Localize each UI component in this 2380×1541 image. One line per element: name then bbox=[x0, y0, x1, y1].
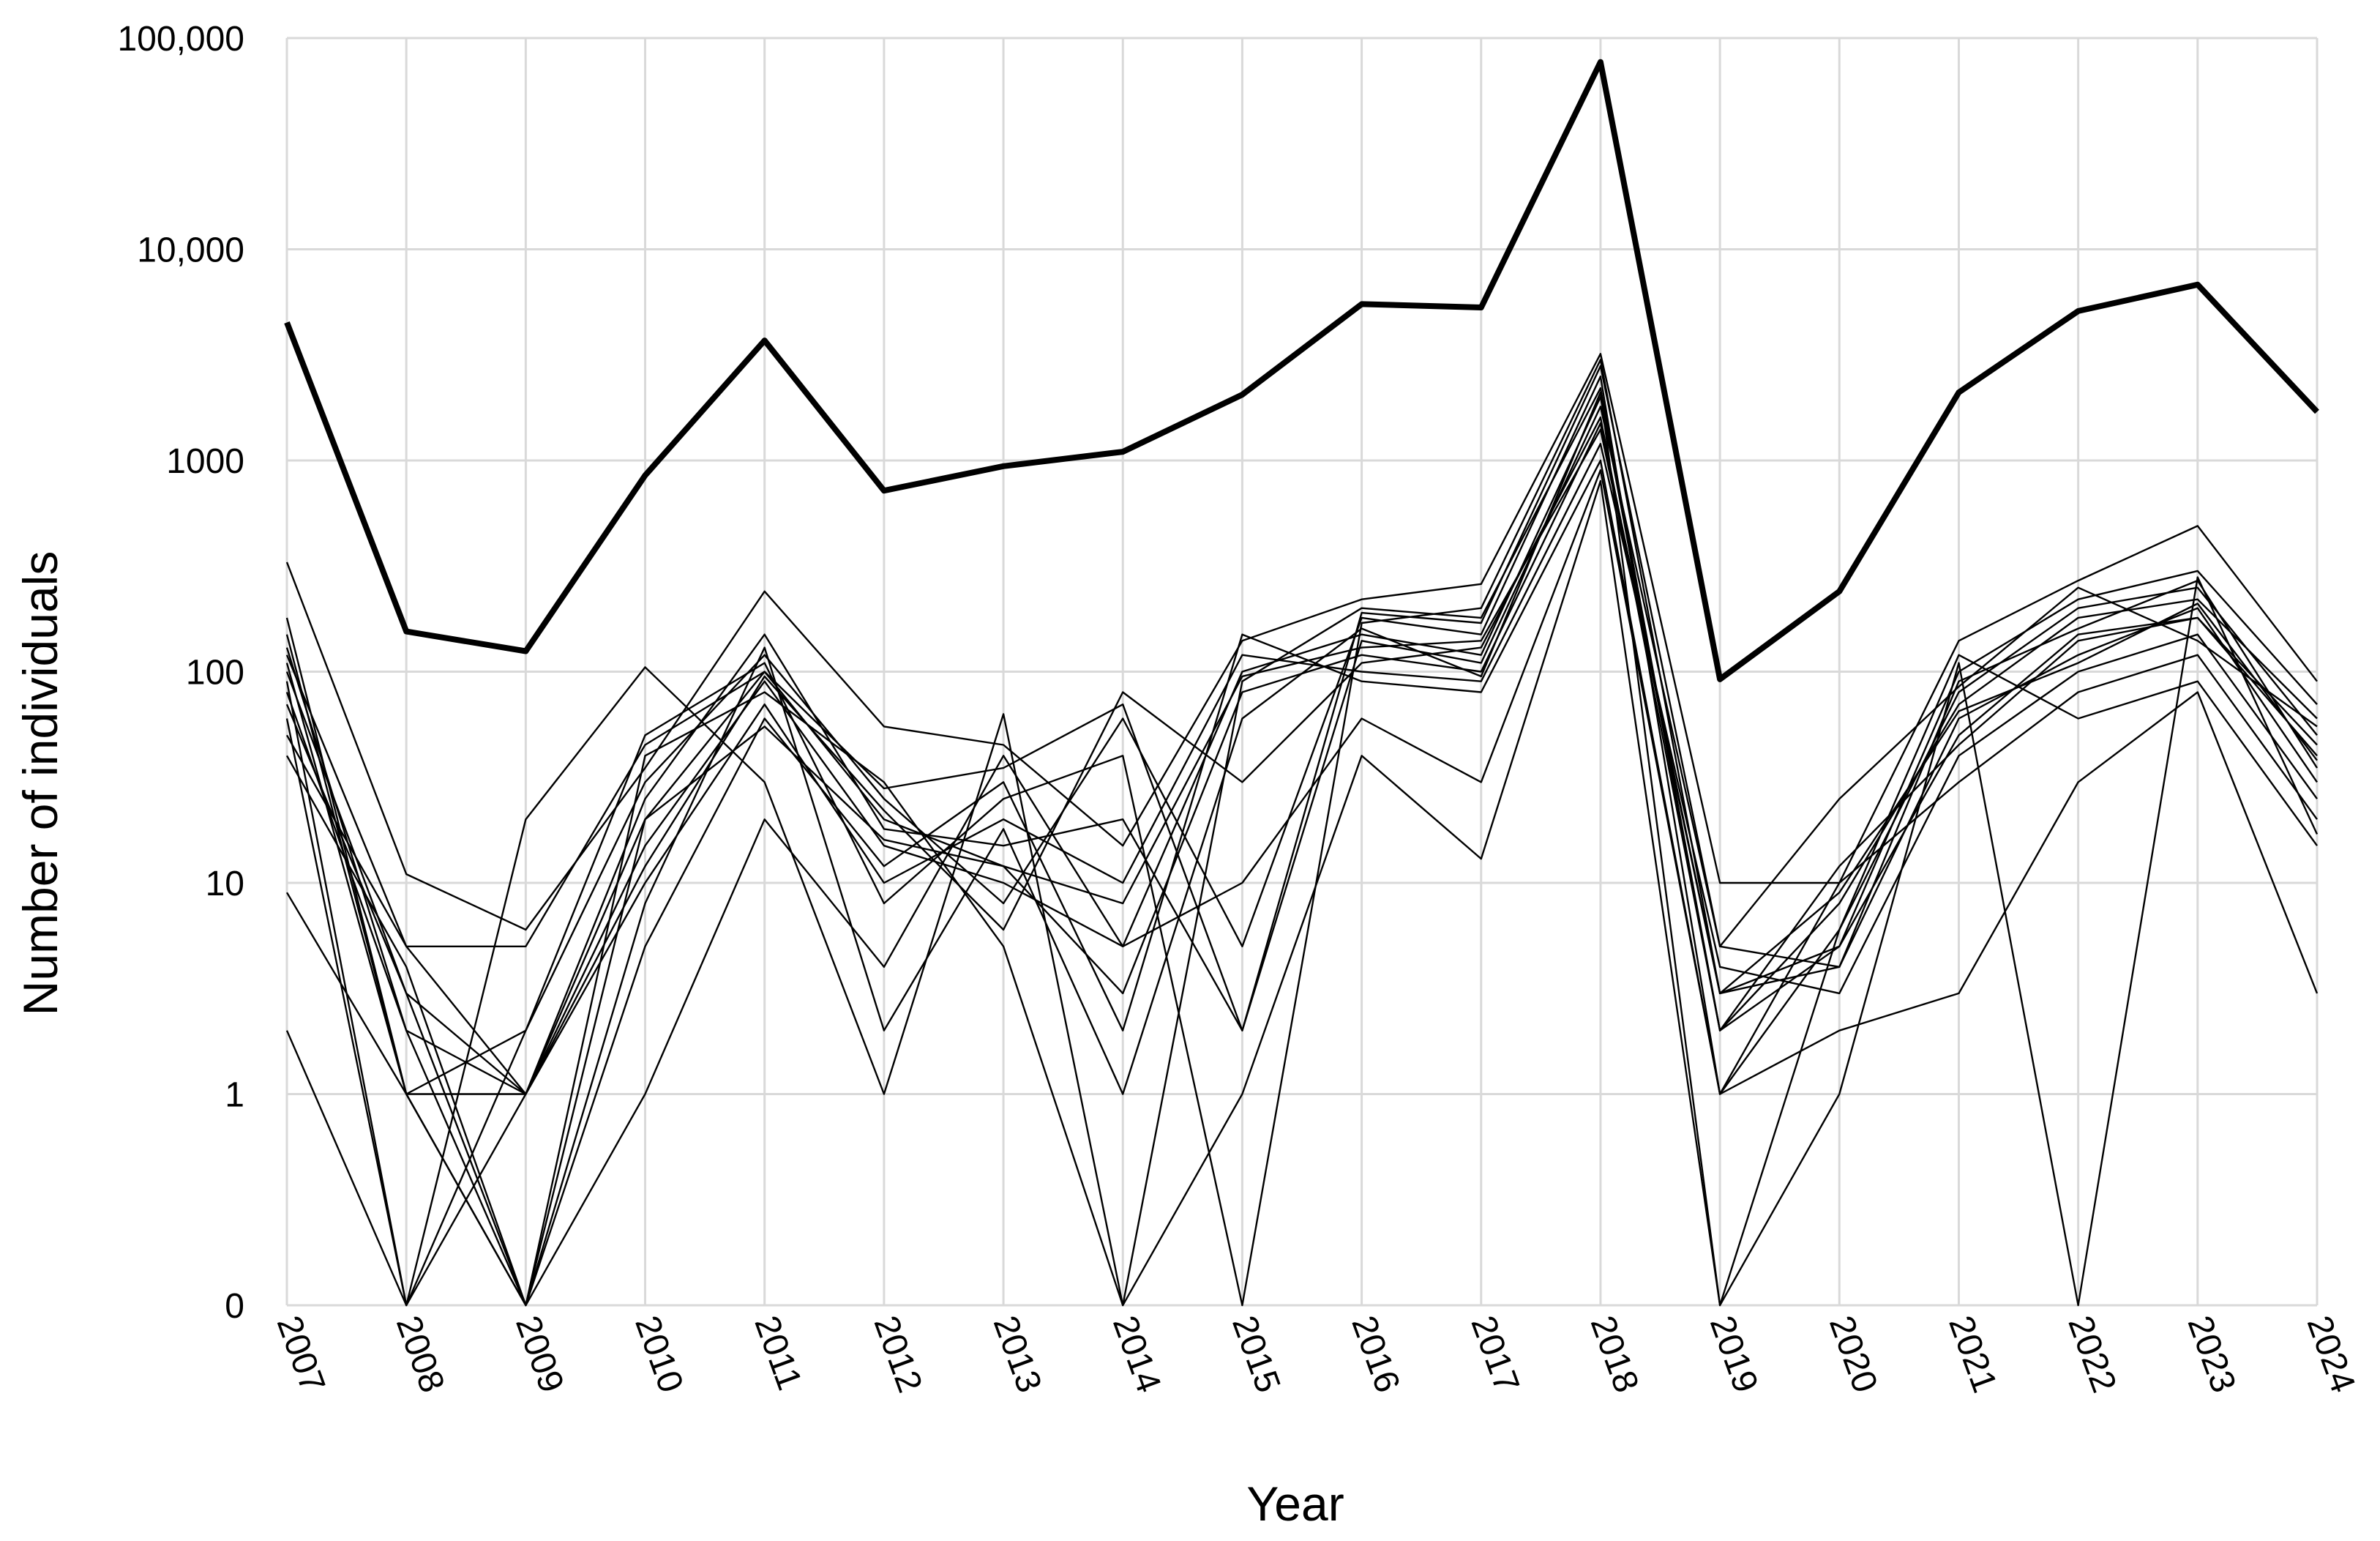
y-tick-label: 10,000 bbox=[137, 231, 244, 270]
y-tick-label: 10 bbox=[206, 865, 244, 903]
x-tick-label: 2022 bbox=[2060, 1311, 2123, 1398]
y-tick-label: 100,000 bbox=[117, 20, 244, 59]
series-line-4 bbox=[285, 443, 2318, 1307]
x-tick-label: 2021 bbox=[1941, 1311, 2004, 1398]
series-line-14 bbox=[285, 365, 2318, 1031]
y-tick-label: 1 bbox=[225, 1076, 244, 1115]
x-tick-label: 2023 bbox=[2179, 1311, 2242, 1398]
x-tick-label: 2012 bbox=[867, 1311, 929, 1398]
series-line-15 bbox=[285, 428, 2318, 1095]
x-tick-label: 2017 bbox=[1463, 1311, 1526, 1398]
x-tick-label: 2014 bbox=[1105, 1311, 1168, 1398]
x-tick-label: 2015 bbox=[1224, 1311, 1287, 1398]
series-line-total bbox=[284, 59, 2319, 682]
x-tick-label: 2016 bbox=[1344, 1311, 1407, 1398]
x-tick-label: 2018 bbox=[1583, 1311, 1646, 1398]
series-lines bbox=[284, 59, 2319, 1307]
series-line-3 bbox=[285, 376, 2318, 1095]
x-tick-label: 2024 bbox=[2299, 1311, 2362, 1398]
x-tick-labels: 2007 2008 2009 2010 2011 2012 2013 2014 2015 2016… bbox=[269, 1311, 2362, 1398]
x-axis-title: Year bbox=[1246, 1477, 1344, 1531]
y-tick-label: 100 bbox=[186, 654, 244, 693]
series-line-13 bbox=[285, 480, 2319, 1307]
series-line-11 bbox=[285, 353, 2318, 931]
series-line-8 bbox=[285, 359, 2318, 1307]
series-line-10 bbox=[285, 391, 2318, 1307]
x-tick-label: 2020 bbox=[1822, 1311, 1885, 1398]
x-tick-label: 2011 bbox=[746, 1311, 809, 1395]
y-axis-title: Number of individuals bbox=[13, 551, 67, 1016]
series-line-12 bbox=[285, 469, 2319, 1307]
x-tick-label: 2009 bbox=[508, 1311, 571, 1398]
y-tick-label: 0 bbox=[225, 1287, 244, 1326]
x-tick-label: 2007 bbox=[269, 1311, 332, 1398]
x-tick-label: 2010 bbox=[627, 1311, 690, 1398]
series-line-6 bbox=[285, 406, 2319, 1095]
y-tick-labels: 0 1 10 100 1000 10,000 100,000 bbox=[117, 20, 244, 1326]
y-tick-label: 1000 bbox=[166, 442, 244, 481]
x-tick-label: 2019 bbox=[1702, 1311, 1765, 1398]
series-line-9 bbox=[285, 416, 2318, 1095]
x-tick-label: 2008 bbox=[389, 1311, 452, 1398]
series-line-5 bbox=[285, 387, 2318, 1307]
x-tick-label: 2013 bbox=[986, 1311, 1049, 1398]
gridlines bbox=[285, 37, 2319, 1307]
series-line-1 bbox=[285, 396, 2318, 1095]
